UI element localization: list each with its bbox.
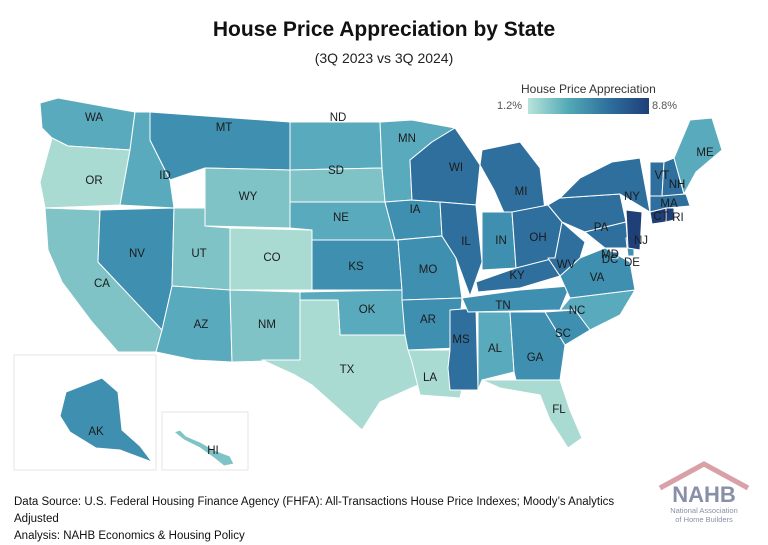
state-label-ny: NY [624,191,640,203]
state-label-ri: RI [672,212,684,224]
state-nj[interactable] [625,209,643,251]
state-label-de: DE [624,257,640,269]
legend-min-label: 1.2% [497,100,523,112]
state-label-va: VA [590,272,605,284]
state-mi[interactable] [479,141,546,216]
state-label-nj: NJ [634,235,648,247]
state-al[interactable] [477,311,515,391]
state-nd[interactable] [289,121,383,171]
state-label-ak: AK [88,426,104,438]
chart-subtitle: (3Q 2023 vs 3Q 2024) [314,50,454,66]
state-label-oh: OH [529,232,546,244]
chart-title: House Price Appreciation by State [212,18,556,41]
state-ak[interactable] [59,377,153,463]
state-label-hi: HI [207,445,219,457]
state-label-ar: AR [420,314,436,326]
state-label-la: LA [423,372,437,384]
state-label-ma: MA [660,198,678,210]
nahb-logo-roof [658,461,750,491]
state-label-tx: TX [340,364,355,376]
nahb-logo-line-1: National Association [670,506,738,515]
state-label-wv: WV [557,259,576,271]
state-il[interactable] [439,201,483,297]
state-label-al: AL [488,343,503,355]
state-label-ky: KY [509,270,525,282]
legend-title: House Price Appreciation [521,82,656,96]
source-line-2: Analysis: NAHB Economics & Housing Polic… [14,530,245,542]
data-source-note: Data Source: U.S. Federal Housing Financ… [14,494,654,545]
state-label-fl: FL [552,404,566,416]
state-label-vt: VT [655,170,670,182]
state-label-sc: SC [555,328,571,340]
state-ny[interactable] [559,157,651,213]
source-line-1: Data Source: U.S. Federal Housing Financ… [14,496,615,525]
state-label-nv: NV [129,248,145,260]
state-label-pa: PA [594,222,609,234]
nahb-logo: NAHB National Association of Home Builde… [658,461,750,524]
state-label-nm: NM [258,319,276,331]
state-label-mt: MT [216,122,233,134]
state-label-ia: IA [410,204,421,216]
alaska-inset-frame [13,354,157,471]
state-label-tn: TN [495,300,510,312]
state-label-ms: MS [452,334,470,346]
state-label-nc: NC [569,305,586,317]
state-label-mn: MN [398,133,416,145]
state-in[interactable] [481,211,517,271]
state-dc[interactable] [611,251,619,259]
state-label-me: ME [696,147,714,159]
state-label-sd: SD [328,165,344,177]
nahb-logo-wordmark: NAHB [672,482,736,507]
state-label-wi: WI [449,162,463,174]
state-label-ne: NE [333,212,349,224]
state-label-ks: KS [348,261,364,273]
state-label-ok: OK [359,304,376,316]
state-label-dc: DC [602,254,619,266]
legend-color-ramp [528,98,649,114]
state-hi[interactable] [173,429,235,467]
state-tx[interactable] [261,299,419,431]
state-label-mi: MI [515,186,528,198]
state-label-ut: UT [191,248,206,260]
state-ar[interactable] [401,297,463,351]
state-label-ga: GA [527,352,544,364]
state-label-or: OR [85,175,102,187]
state-label-wa: WA [85,112,103,124]
state-me[interactable] [673,117,723,195]
state-label-id: ID [159,170,171,182]
state-label-in: IN [495,235,507,247]
state-label-md: MD [601,249,619,261]
state-label-mo: MO [419,264,438,276]
state-label-nd: ND [330,112,347,124]
legend-max-label: 8.8% [652,100,678,112]
hawaii-inset-frame [161,411,249,471]
state-label-az: AZ [194,319,209,331]
state-label-nh: NH [669,179,686,191]
state-fl[interactable] [481,379,583,449]
state-label-ca: CA [94,278,110,290]
nahb-logo-line-2: of Home Builders [675,515,733,524]
state-tn[interactable] [461,285,571,313]
state-ms[interactable] [447,307,479,391]
state-label-co: CO [263,252,280,264]
state-label-il: IL [461,236,471,248]
state-label-ct: CT [653,211,668,223]
state-wv[interactable] [547,221,586,277]
state-label-wy: WY [239,191,258,203]
